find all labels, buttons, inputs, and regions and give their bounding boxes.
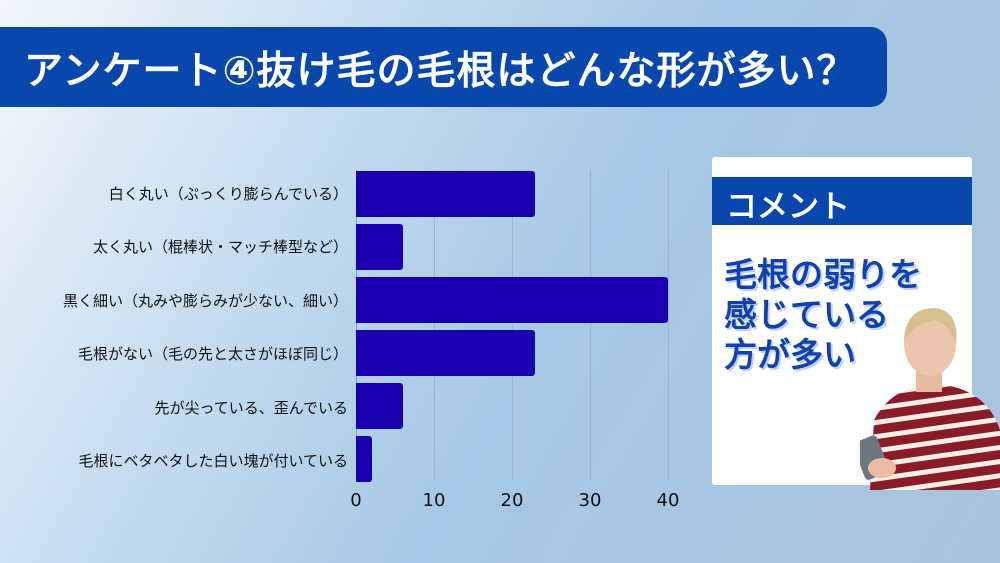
x-tick: 10 — [422, 490, 446, 511]
gridline-20 — [512, 170, 513, 480]
y-axis-line — [356, 170, 357, 480]
comment-line: 感じている — [724, 295, 889, 334]
comment-line: 方が多い — [724, 335, 856, 374]
category-label: 黒く細い（丸みや膨らみが少ない、細い） — [62, 292, 348, 310]
gridline-30 — [590, 170, 591, 480]
gridline-40 — [668, 170, 669, 480]
page-title: アンケート④抜け毛の毛根はどんな形が多い？ — [24, 49, 857, 94]
x-tick: 30 — [578, 490, 602, 511]
bar — [356, 224, 403, 270]
comment-header: コメント — [712, 177, 972, 225]
comment-text: 毛根の弱りを 感じている 方が多い — [724, 255, 922, 375]
comment-card: コメント 毛根の弱りを 感じている 方が多い — [712, 157, 972, 485]
x-tick: 0 — [350, 490, 362, 511]
bar — [356, 277, 668, 323]
bar-chart: 白く丸い（ぷっくり膨らんでいる） 太く丸い（棍棒状・マッチ棒型など） 黒く細い（… — [0, 160, 700, 520]
category-label: 白く丸い（ぷっくり膨らんでいる） — [108, 185, 348, 203]
category-label: 毛根がない（毛の先と太さがほぼ同じ） — [77, 345, 348, 363]
x-tick: 40 — [656, 490, 680, 511]
comment-header-label: コメント — [726, 189, 850, 225]
category-label: 先が尖っている、歪んでいる — [154, 399, 348, 417]
bar — [356, 171, 536, 217]
bar — [356, 436, 372, 482]
title-banner: アンケート④抜け毛の毛根はどんな形が多い？ — [0, 27, 887, 107]
x-tick: 20 — [500, 490, 524, 511]
woman-with-phone-illustration — [860, 308, 1000, 490]
gridline-10 — [434, 170, 435, 480]
bar — [356, 330, 536, 376]
category-label: 毛根にベタベタした白い塊が付いている — [78, 452, 348, 470]
comment-line: 毛根の弱りを — [724, 255, 922, 294]
bar — [356, 383, 403, 429]
category-label: 太く丸い（棍棒状・マッチ棒型など） — [92, 238, 348, 256]
